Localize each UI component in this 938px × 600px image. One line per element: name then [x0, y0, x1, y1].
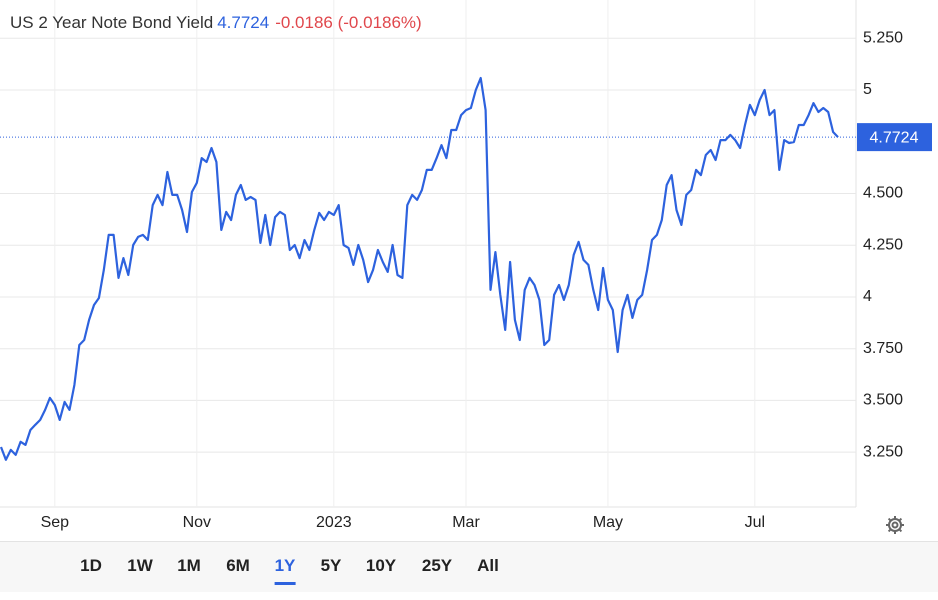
grid	[0, 0, 856, 507]
y-tick-label: 5	[863, 81, 872, 98]
range-button[interactable]: All	[477, 556, 499, 575]
last-value-label: 4.7724	[870, 129, 919, 146]
range-button[interactable]: 1M	[177, 556, 201, 575]
line	[0, 76, 839, 461]
change: -0.0186	[275, 13, 333, 32]
x-tick-label: Sep	[41, 514, 70, 531]
y-tick-label: 4	[863, 288, 872, 305]
x-tick-label: Nov	[183, 514, 211, 531]
header: US 2 Year Note Bond Yield 4.7724 -0.0186 (…	[10, 13, 422, 33]
chart-title: US 2 Year Note Bond Yield	[10, 13, 214, 32]
range-button[interactable]: 1W	[127, 556, 153, 575]
settings-icon[interactable]	[886, 516, 904, 534]
range-button[interactable]: 6M	[226, 556, 250, 575]
chart: 3.250 3.500 3.750 4 4.250 4.500 5 5.250 Sep Nov 20…	[0, 0, 932, 534]
range-button[interactable]: 1D	[80, 556, 102, 575]
x-tick-label: May	[593, 514, 623, 531]
y-tick-label: 4.250	[863, 236, 903, 253]
range-button[interactable]: 5Y	[320, 556, 342, 575]
range-button[interactable]: 10Y	[365, 556, 397, 575]
y-tick-label: 3.750	[863, 340, 903, 357]
range-bar: 1D 1W 1M 6M 1Y 5Y 10Y 25Y All	[0, 541, 938, 592]
y-tick-label: 3.250	[863, 443, 903, 460]
y-tick-label: 4.500	[863, 185, 903, 202]
y-tick-label: 5.250	[863, 30, 903, 47]
x-tick-label: 2023	[316, 514, 352, 531]
last-value-box	[857, 123, 932, 152]
change-percent: (-0.0186%)	[337, 13, 422, 32]
x-tick-label: Mar	[452, 514, 480, 531]
range-button[interactable]: 1Y	[274, 556, 296, 585]
range-button[interactable]: 25Y	[421, 556, 453, 575]
x-tick-label: Jul	[745, 514, 765, 531]
last-value: 4.7724	[217, 13, 270, 32]
y-tick-label: 3.500	[863, 392, 903, 409]
